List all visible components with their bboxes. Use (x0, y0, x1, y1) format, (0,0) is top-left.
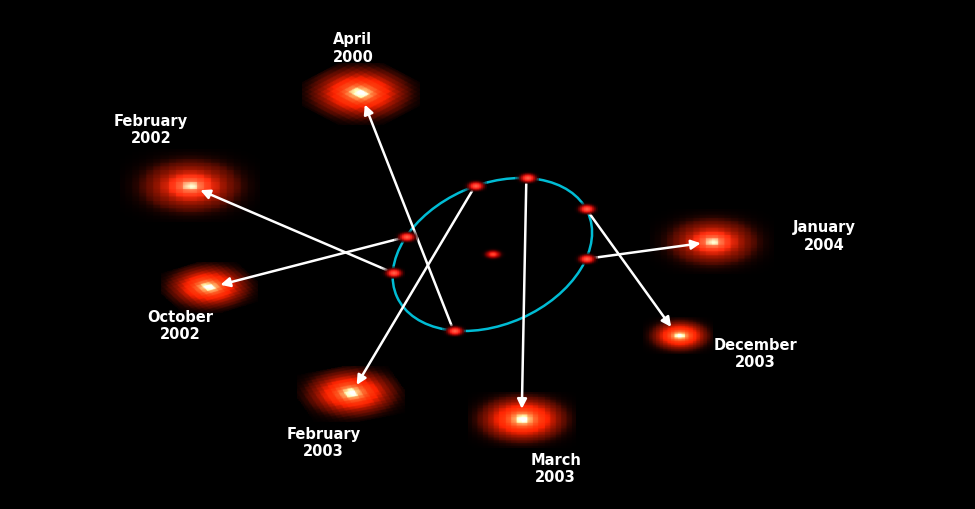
Text: October
2002: October 2002 (147, 309, 214, 342)
Text: March
2003: March 2003 (530, 453, 581, 486)
Text: April
2000: April 2000 (332, 32, 373, 65)
Text: December
2003: December 2003 (714, 337, 798, 370)
Text: February
2003: February 2003 (287, 427, 361, 459)
Text: February
2002: February 2002 (114, 114, 188, 146)
Text: January
2004: January 2004 (793, 220, 855, 253)
